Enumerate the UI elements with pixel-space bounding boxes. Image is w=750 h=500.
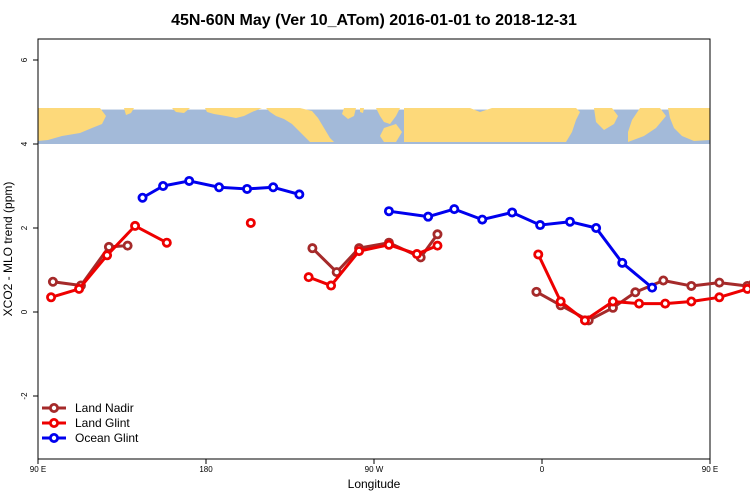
- y-axis-label: XCO2 - MLO trend (ppm): [1, 182, 15, 317]
- legend-item: Land Nadir: [42, 401, 134, 415]
- legend-marker: [49, 432, 60, 443]
- series-line: [50, 224, 168, 299]
- y-tick-label: 2: [20, 225, 29, 230]
- data-point: [449, 204, 460, 215]
- y-axis: -2 0 2 4 6: [20, 57, 38, 400]
- series-line: [536, 253, 750, 322]
- data-point: [533, 249, 544, 260]
- data-point: [531, 286, 542, 297]
- map-landmass: [404, 108, 580, 142]
- map-landmass: [342, 108, 356, 119]
- data-point: [46, 292, 57, 303]
- data-point: [161, 237, 172, 248]
- data-point: [477, 214, 488, 225]
- plot-series: [46, 175, 750, 326]
- data-point: [630, 287, 641, 298]
- map-landmass: [380, 124, 402, 142]
- data-point: [383, 239, 394, 250]
- y-tick-label: -2: [20, 392, 29, 400]
- data-point: [634, 298, 645, 309]
- data-point: [103, 241, 114, 252]
- y-tick-label: 6: [20, 57, 29, 62]
- data-point: [714, 277, 725, 288]
- data-point: [326, 280, 337, 291]
- series-line: [52, 244, 128, 288]
- x-tick-label: 0: [540, 465, 545, 474]
- data-point: [354, 246, 365, 257]
- data-point: [686, 280, 697, 291]
- x-axis-label: Longitude: [348, 477, 401, 491]
- data-point: [617, 257, 628, 268]
- data-point: [303, 272, 314, 283]
- data-point: [507, 207, 518, 218]
- data-point: [742, 283, 750, 294]
- data-point: [535, 220, 546, 231]
- map-landmass: [628, 108, 666, 142]
- y-tick-label: 4: [20, 141, 29, 146]
- data-point: [102, 250, 113, 261]
- data-point: [130, 220, 141, 231]
- chart-title: 45N-60N May (Ver 10_ATom) 2016-01-01 to …: [171, 12, 577, 29]
- data-point: [714, 292, 725, 303]
- x-tick-label: 90 W: [365, 465, 384, 474]
- y-tick-label: 0: [20, 309, 29, 314]
- series-line: [388, 207, 654, 289]
- x-tick-label: 90 E: [30, 465, 46, 474]
- data-point: [555, 296, 566, 307]
- map-landmass: [376, 108, 400, 124]
- map-landmass: [124, 108, 134, 115]
- legend-label: Land Nadir: [75, 401, 134, 415]
- map-landmass: [594, 108, 618, 130]
- data-point: [660, 298, 671, 309]
- legend-marker: [49, 402, 60, 413]
- map-landmass: [205, 108, 262, 118]
- data-point: [242, 183, 253, 194]
- data-point: [383, 206, 394, 217]
- data-point: [268, 182, 279, 193]
- data-point: [658, 275, 669, 286]
- data-point: [184, 175, 195, 186]
- data-point: [591, 222, 602, 233]
- data-point: [579, 315, 590, 326]
- data-point: [432, 229, 443, 240]
- data-point: [307, 243, 318, 254]
- data-point: [122, 240, 133, 251]
- x-tick-label: 90 E: [702, 465, 718, 474]
- data-point: [74, 283, 85, 294]
- data-point: [294, 189, 305, 200]
- map-landmass: [668, 108, 710, 141]
- data-point: [214, 182, 225, 193]
- series-land-nadir: [47, 229, 750, 326]
- data-point: [647, 282, 658, 293]
- legend-marker: [49, 417, 60, 428]
- data-point: [432, 240, 443, 251]
- data-point: [411, 249, 422, 260]
- map-strip: [38, 108, 710, 144]
- legend-label: Ocean Glint: [75, 431, 139, 445]
- legend-item: Ocean Glint: [42, 431, 139, 445]
- data-point: [565, 216, 576, 227]
- series-land-glint: [46, 217, 750, 326]
- data-point: [47, 276, 58, 287]
- data-point: [607, 296, 618, 307]
- data-point: [137, 192, 148, 203]
- series-ocean-glint: [137, 175, 658, 293]
- map-landmass: [172, 108, 190, 113]
- data-point: [686, 296, 697, 307]
- legend-item: Land Glint: [42, 416, 130, 430]
- map-landmass: [38, 108, 106, 141]
- data-point: [245, 217, 256, 228]
- data-point: [423, 211, 434, 222]
- x-tick-label: 180: [199, 465, 213, 474]
- map-landmass: [266, 108, 334, 142]
- data-point: [158, 180, 169, 191]
- legend-label: Land Glint: [75, 416, 130, 430]
- map-landmass: [360, 108, 364, 113]
